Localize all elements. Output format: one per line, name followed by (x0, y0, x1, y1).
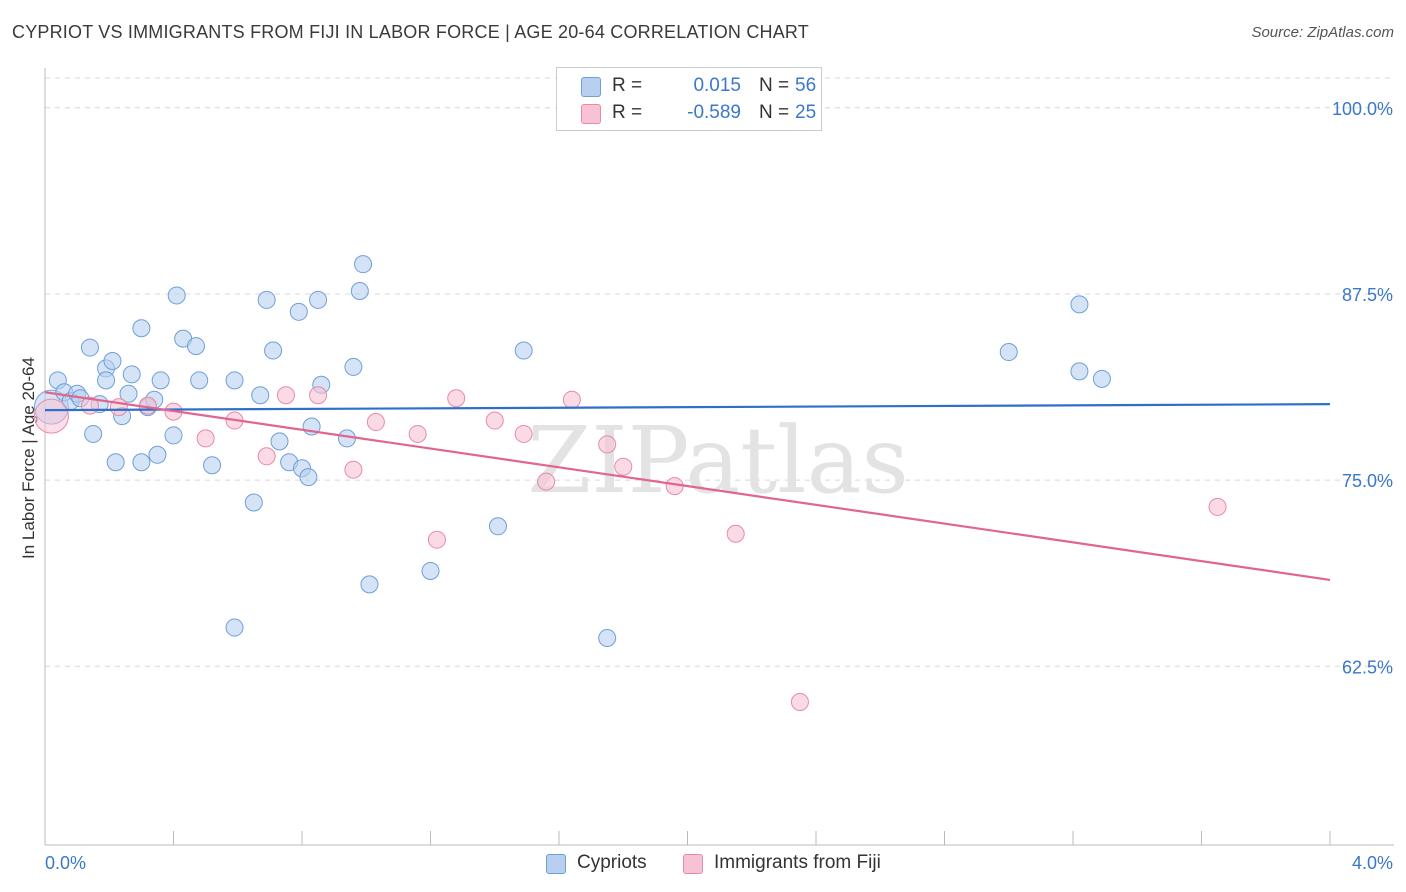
fiji-point (309, 386, 328, 405)
legend-swatch-blue (581, 77, 601, 97)
fiji-trend-line (44, 391, 1331, 581)
tick-label-layer: 62.5% 75.0% 87.5% 100.0% 0.0% 4.0% (45, 99, 1393, 873)
cypriot-point (344, 357, 363, 376)
r-label: R = (612, 102, 643, 123)
cypriot-point (103, 351, 122, 370)
legend-swatch-blue (546, 854, 566, 874)
fiji-point (514, 424, 533, 443)
fiji-point (33, 398, 69, 434)
axis-layer (44, 68, 1394, 846)
watermark: ZIPatlas (527, 407, 908, 514)
cypriot-point (190, 371, 209, 390)
cypriot-point (309, 290, 328, 309)
cypriot-trend-line (44, 403, 1331, 412)
cypriot-point (360, 575, 379, 594)
r-label: R = (612, 75, 643, 96)
cypriot-point (106, 453, 125, 472)
chart-title: CYPRIOT VS IMMIGRANTS FROM FIJI IN LABOR… (12, 22, 809, 42)
cypriot-point (514, 341, 533, 360)
fiji-point (408, 424, 427, 443)
cypriot-point (421, 561, 440, 580)
cypriot-point (257, 290, 276, 309)
cypriot-point (264, 341, 283, 360)
fiji-point (196, 429, 215, 448)
fiji-point (257, 447, 276, 466)
cypriot-point (167, 286, 186, 305)
cypriot-point (488, 517, 507, 536)
cypriot-point (225, 618, 244, 637)
cypriot-point (151, 371, 170, 390)
cypriot-point (350, 281, 369, 300)
cypriot-point (186, 337, 205, 356)
legend-label: Immigrants from Fiji (714, 852, 881, 873)
fiji-point (366, 413, 385, 432)
r-value: -0.589 (687, 102, 741, 123)
fiji-point (427, 530, 446, 549)
n-value: 56 (795, 75, 817, 96)
legend-swatch-pink (581, 104, 601, 124)
source-credit: Source: ZipAtlas.com (1251, 24, 1394, 41)
cypriot-point (299, 468, 318, 487)
n-label: N = (759, 102, 790, 123)
cypriot-point (337, 429, 356, 448)
cypriot-point (1070, 362, 1089, 381)
cypriot-point (289, 302, 308, 321)
cypriot-point (251, 386, 270, 405)
fiji-point (614, 457, 633, 476)
fiji-point (344, 460, 363, 479)
fiji-point (447, 389, 466, 408)
y-tick-label: 100.0% (1332, 99, 1393, 119)
cypriot-point (80, 338, 99, 357)
points-layer (33, 255, 1227, 712)
fiji-point (598, 435, 617, 454)
cypriot-point (999, 343, 1018, 362)
stats-legend: R = 0.015 N = 56 R = -0.589 N = 25 (556, 67, 822, 131)
cypriot-point (132, 319, 151, 338)
fiji-point (726, 524, 745, 543)
cypriot-point (598, 628, 617, 647)
n-value: 25 (795, 102, 817, 123)
cypriot-point (225, 371, 244, 390)
fiji-point (790, 693, 809, 712)
fiji-point (276, 386, 295, 405)
fiji-point (1208, 497, 1227, 516)
cypriot-point (164, 426, 183, 445)
x-tick-label: 0.0% (45, 853, 86, 873)
cypriot-point (1092, 369, 1111, 388)
cypriot-point (97, 371, 116, 390)
cypriot-point (119, 384, 138, 403)
cypriot-point (270, 432, 289, 451)
cypriot-point (354, 255, 373, 274)
cypriot-point (122, 365, 141, 384)
cypriot-point (132, 453, 151, 472)
legend-label: Cypriots (577, 852, 647, 873)
trend-layer (44, 391, 1331, 581)
cypriot-point (244, 493, 263, 512)
y-tick-label: 75.0% (1342, 471, 1393, 491)
fiji-point (485, 411, 504, 430)
cypriot-point (1070, 295, 1089, 314)
r-value: 0.015 (693, 75, 741, 96)
grid-layer (45, 77, 1394, 667)
fiji-point (537, 472, 556, 491)
y-tick-label: 87.5% (1342, 285, 1393, 305)
legend-swatch-pink (683, 854, 703, 874)
cypriot-point (148, 445, 167, 464)
cypriot-point (203, 456, 222, 475)
n-label: N = (759, 75, 790, 96)
y-tick-label: 62.5% (1342, 657, 1393, 677)
fiji-point (562, 390, 581, 409)
cypriot-point (84, 424, 103, 443)
x-tick-label: 4.0% (1352, 853, 1393, 873)
